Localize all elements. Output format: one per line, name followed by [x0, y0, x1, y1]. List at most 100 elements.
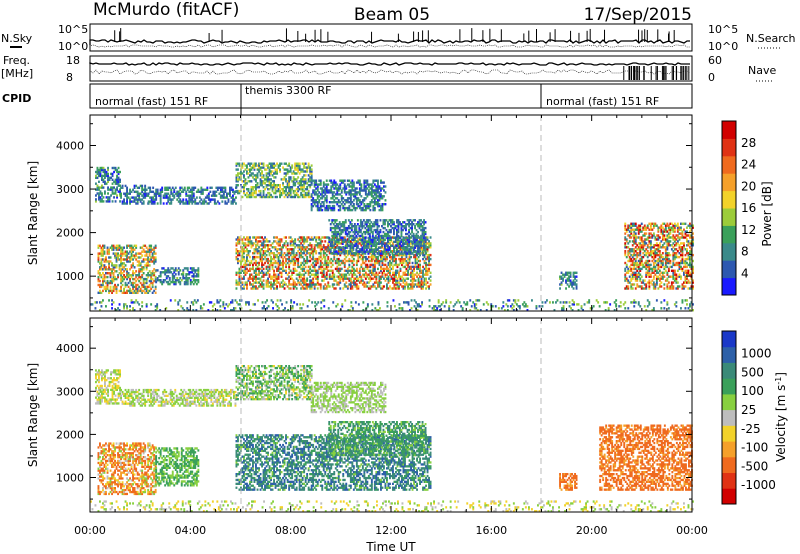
- power-cell: [119, 200, 121, 203]
- power-cell: [322, 195, 325, 198]
- power-cell: [145, 246, 148, 249]
- power-cell: [268, 184, 271, 187]
- power-cell: [355, 246, 358, 249]
- power-cell: [108, 176, 111, 179]
- power-cell: [145, 291, 148, 294]
- power-cell: [286, 168, 289, 171]
- power-cell: [375, 277, 378, 280]
- power-cell: [349, 277, 352, 280]
- power-cell: [381, 204, 384, 208]
- power-cell: [241, 269, 244, 272]
- power-cell: [255, 238, 257, 241]
- power-cell: [303, 195, 306, 199]
- power-cell: [102, 180, 105, 183]
- power-cell: [258, 261, 260, 265]
- power-cell: [309, 275, 312, 278]
- power-cell: [380, 267, 382, 271]
- power-cell: [369, 201, 372, 204]
- power-cell: [370, 187, 373, 190]
- power-cell: [120, 186, 122, 189]
- power-cell: [366, 265, 369, 269]
- power-cell: [298, 277, 301, 280]
- power-cell: [280, 261, 283, 265]
- power-cell: [334, 236, 337, 239]
- power-cell: [270, 244, 272, 247]
- power-cell: [321, 240, 324, 243]
- power-cell: [328, 219, 331, 222]
- power-cell: [207, 192, 210, 195]
- power-cell: [634, 222, 637, 225]
- power-cell: [307, 265, 310, 269]
- power-cell: [289, 242, 292, 245]
- power-cell: [386, 269, 388, 272]
- power-cell: [246, 238, 248, 241]
- power-cell: [121, 264, 124, 267]
- power-cell: [147, 264, 150, 267]
- power-cell: [256, 250, 259, 253]
- power-cell: [286, 184, 289, 187]
- power-cell: [229, 190, 231, 193]
- power-cell: [171, 280, 174, 284]
- power-cell: [378, 271, 381, 274]
- power-cell: [235, 196, 237, 199]
- power-cell: [133, 285, 136, 289]
- power-cell: [158, 192, 161, 195]
- power-cell: [141, 285, 144, 289]
- power-cell: [389, 255, 391, 259]
- power-cell: [120, 248, 122, 251]
- power-cell: [377, 203, 379, 206]
- power-cell: [389, 261, 391, 265]
- power-cell: [226, 202, 228, 205]
- power-cell: [294, 238, 297, 241]
- power-cell: [267, 250, 269, 253]
- power-cell: [150, 246, 153, 249]
- power-cell: [310, 287, 313, 290]
- power-cell: [106, 252, 109, 255]
- power-cell: [288, 189, 291, 193]
- power-cell: [277, 164, 280, 167]
- power-cell: [274, 277, 277, 280]
- power-cell: [117, 166, 120, 170]
- power-cell: [155, 198, 158, 201]
- power-cell: [277, 257, 280, 261]
- nsky-panel-frame: [89, 23, 693, 52]
- power-cell: [182, 275, 185, 278]
- power-cell: [306, 246, 309, 249]
- power-cell: [340, 246, 343, 249]
- power-cell: [95, 188, 97, 191]
- power-cell: [387, 287, 390, 290]
- power-cell: [300, 255, 303, 259]
- power-cell: [283, 236, 286, 239]
- power-cell: [99, 196, 102, 199]
- power-cell: [177, 280, 180, 284]
- power-cell: [289, 244, 292, 247]
- power-cell: [274, 188, 277, 191]
- power-cell: [243, 271, 245, 274]
- power-cell: [111, 262, 113, 265]
- power-cell: [283, 269, 286, 272]
- power-cell: [395, 261, 397, 265]
- power-cell: [367, 204, 370, 208]
- power-cell: [147, 258, 150, 261]
- power-cell: [124, 268, 127, 271]
- power-cell: [132, 262, 134, 265]
- power-cell: [109, 268, 112, 271]
- power-cell: [343, 285, 346, 288]
- power-cell: [144, 192, 147, 195]
- power-cell: [115, 246, 118, 249]
- power-cell: [212, 192, 215, 195]
- power-cell: [141, 283, 144, 287]
- power-cell: [183, 280, 186, 284]
- power-cell: [280, 281, 283, 284]
- power-cell: [224, 190, 227, 193]
- power-cell: [310, 269, 313, 272]
- power-cell: [179, 200, 182, 203]
- power-cell: [322, 183, 325, 186]
- power-cell: [345, 252, 348, 255]
- power-cell: [354, 269, 357, 272]
- power-cell: [346, 201, 349, 204]
- power-cell: [237, 180, 239, 183]
- power-cell: [244, 242, 247, 245]
- power-cell: [250, 189, 253, 193]
- power-cell: [238, 236, 241, 239]
